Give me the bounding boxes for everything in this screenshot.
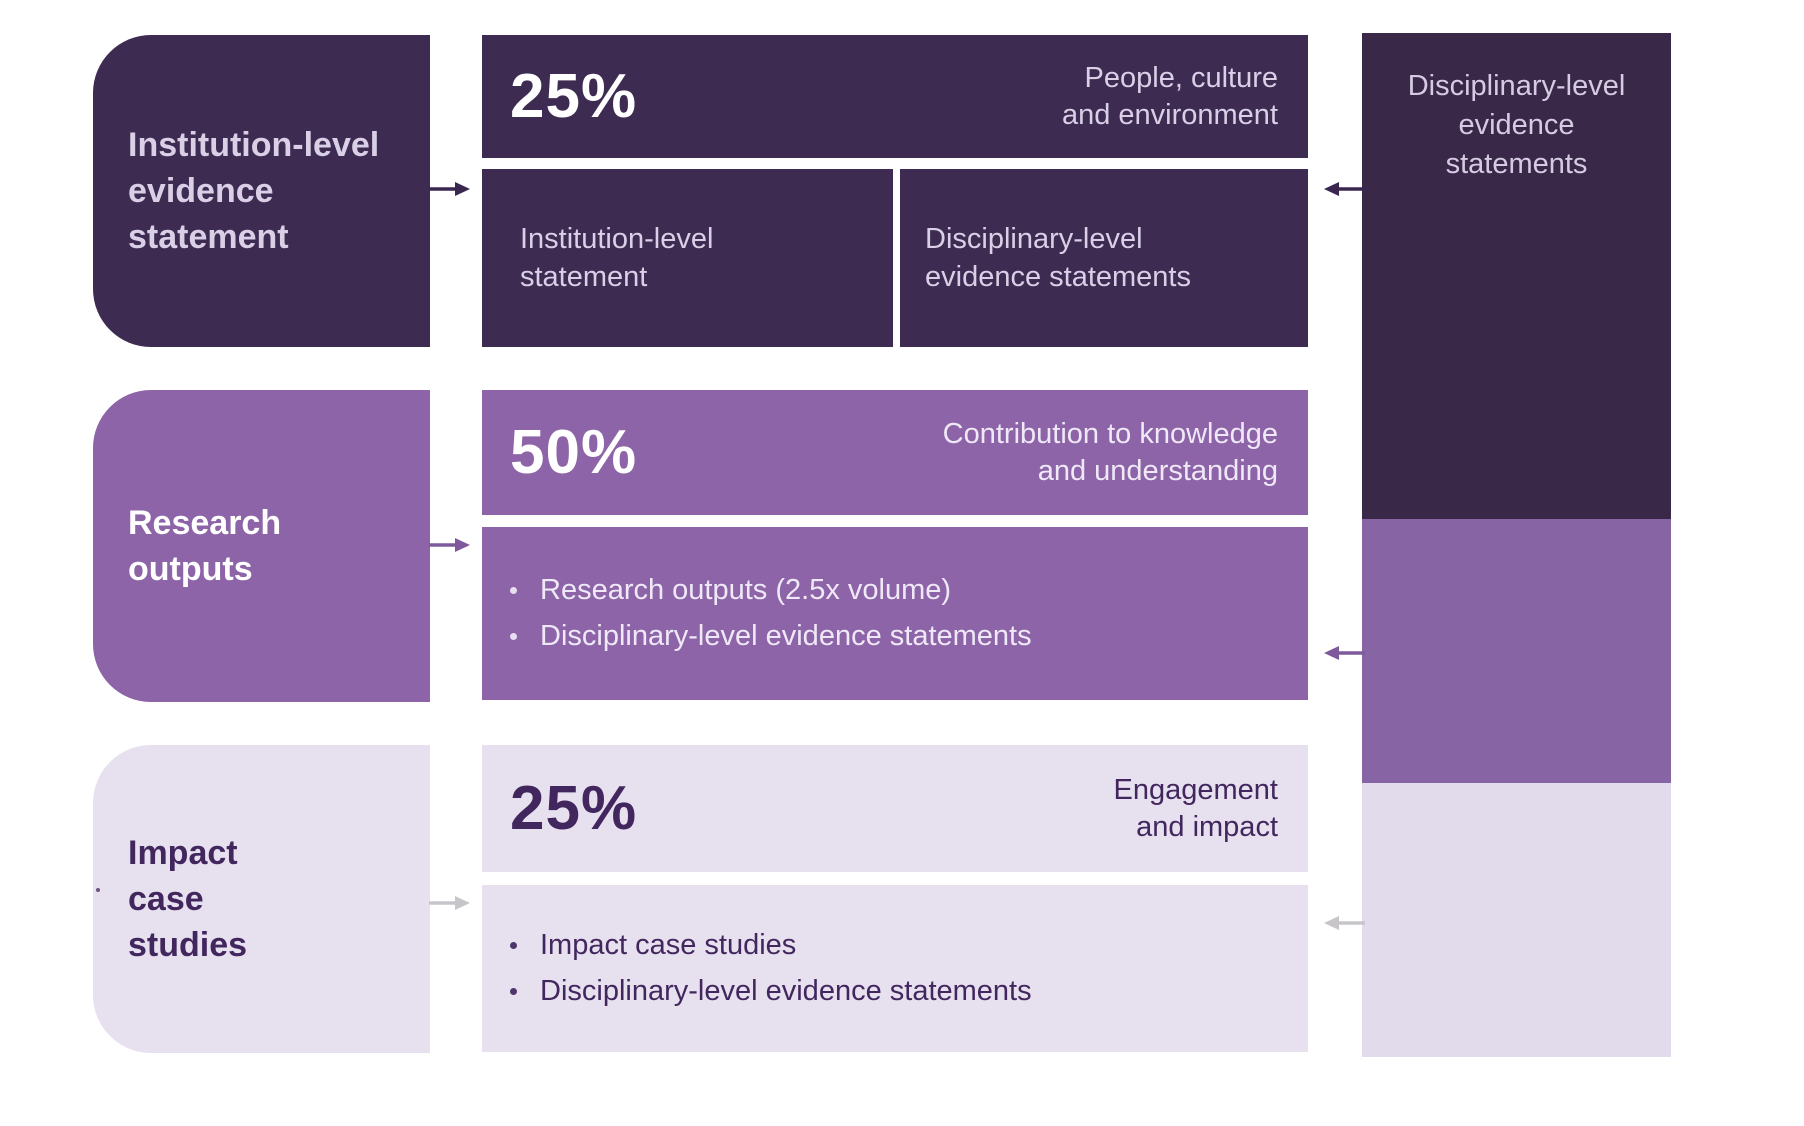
disciplinary-column-label-line: statements bbox=[1445, 148, 1588, 180]
weight-box-contribution-knowledge: 50% Contribution to knowledge and unders… bbox=[482, 390, 1308, 515]
sub-box-institution-level-statement: Institution-level statement bbox=[482, 169, 893, 347]
sub-box-disciplinary-evidence-statements: Disciplinary-level evidence statements bbox=[900, 169, 1308, 347]
disciplinary-column-light-section bbox=[1362, 783, 1671, 1057]
category-label-line: evidence bbox=[128, 172, 274, 210]
arrow-right-icon bbox=[429, 538, 470, 552]
aspect-label: Contribution to knowledge and understand… bbox=[942, 417, 1278, 487]
arrow-right-icon bbox=[429, 182, 470, 196]
bullet-icon bbox=[510, 633, 517, 640]
category-box-research-outputs: Research outputs bbox=[93, 390, 430, 702]
components-box-impact-case-studies: Impact case studies Disciplinary-level e… bbox=[482, 885, 1308, 1052]
bullet-icon bbox=[510, 942, 517, 949]
category-label-line: case bbox=[128, 880, 204, 918]
percent-label: 50% bbox=[510, 418, 638, 487]
weight-box-people-culture: 25% People, culture and environment bbox=[482, 35, 1308, 158]
bullet-icon bbox=[510, 587, 517, 594]
category-box-impact-case-studies: Impact case studies bbox=[93, 745, 430, 1053]
category-label-line: outputs bbox=[128, 550, 253, 588]
percent-label: 25% bbox=[510, 62, 638, 131]
arrow-left-icon bbox=[1324, 916, 1365, 930]
bullet-icon bbox=[510, 988, 517, 995]
category-label-line: studies bbox=[128, 926, 248, 964]
components-box-research-outputs: Research outputs (2.5x volume) Disciplin… bbox=[482, 527, 1308, 700]
category-label-line: Institution-level bbox=[128, 126, 380, 164]
disciplinary-column-label-line: Disciplinary-level bbox=[1407, 70, 1626, 102]
disciplinary-column-dark-section: Disciplinary-level evidence statements bbox=[1362, 33, 1671, 519]
disciplinary-column-mid-section bbox=[1362, 519, 1671, 783]
percent-label: 25% bbox=[510, 774, 638, 843]
category-label-line: Impact bbox=[128, 834, 238, 872]
category-box-institution-evidence: Institution-level evidence statement bbox=[93, 35, 430, 347]
aspect-label: People, culture and environment bbox=[1061, 61, 1278, 131]
stray-dot bbox=[96, 888, 100, 892]
weight-box-engagement-impact: 25% Engagement and impact bbox=[482, 745, 1308, 872]
bullet-item: Disciplinary-level evidence statements bbox=[510, 619, 1308, 655]
category-label-line: statement bbox=[128, 218, 289, 256]
aspect-label: Engagement and impact bbox=[1113, 773, 1278, 843]
arrow-right-icon bbox=[429, 896, 470, 910]
bullet-item: Impact case studies bbox=[510, 928, 1308, 964]
category-label-line: Research bbox=[128, 504, 282, 542]
arrow-left-icon bbox=[1324, 646, 1365, 660]
arrow-left-icon bbox=[1324, 182, 1365, 196]
bullet-item: Disciplinary-level evidence statements bbox=[510, 974, 1308, 1010]
bullet-item: Research outputs (2.5x volume) bbox=[510, 573, 1308, 609]
disciplinary-column-label-line: evidence bbox=[1458, 109, 1575, 141]
